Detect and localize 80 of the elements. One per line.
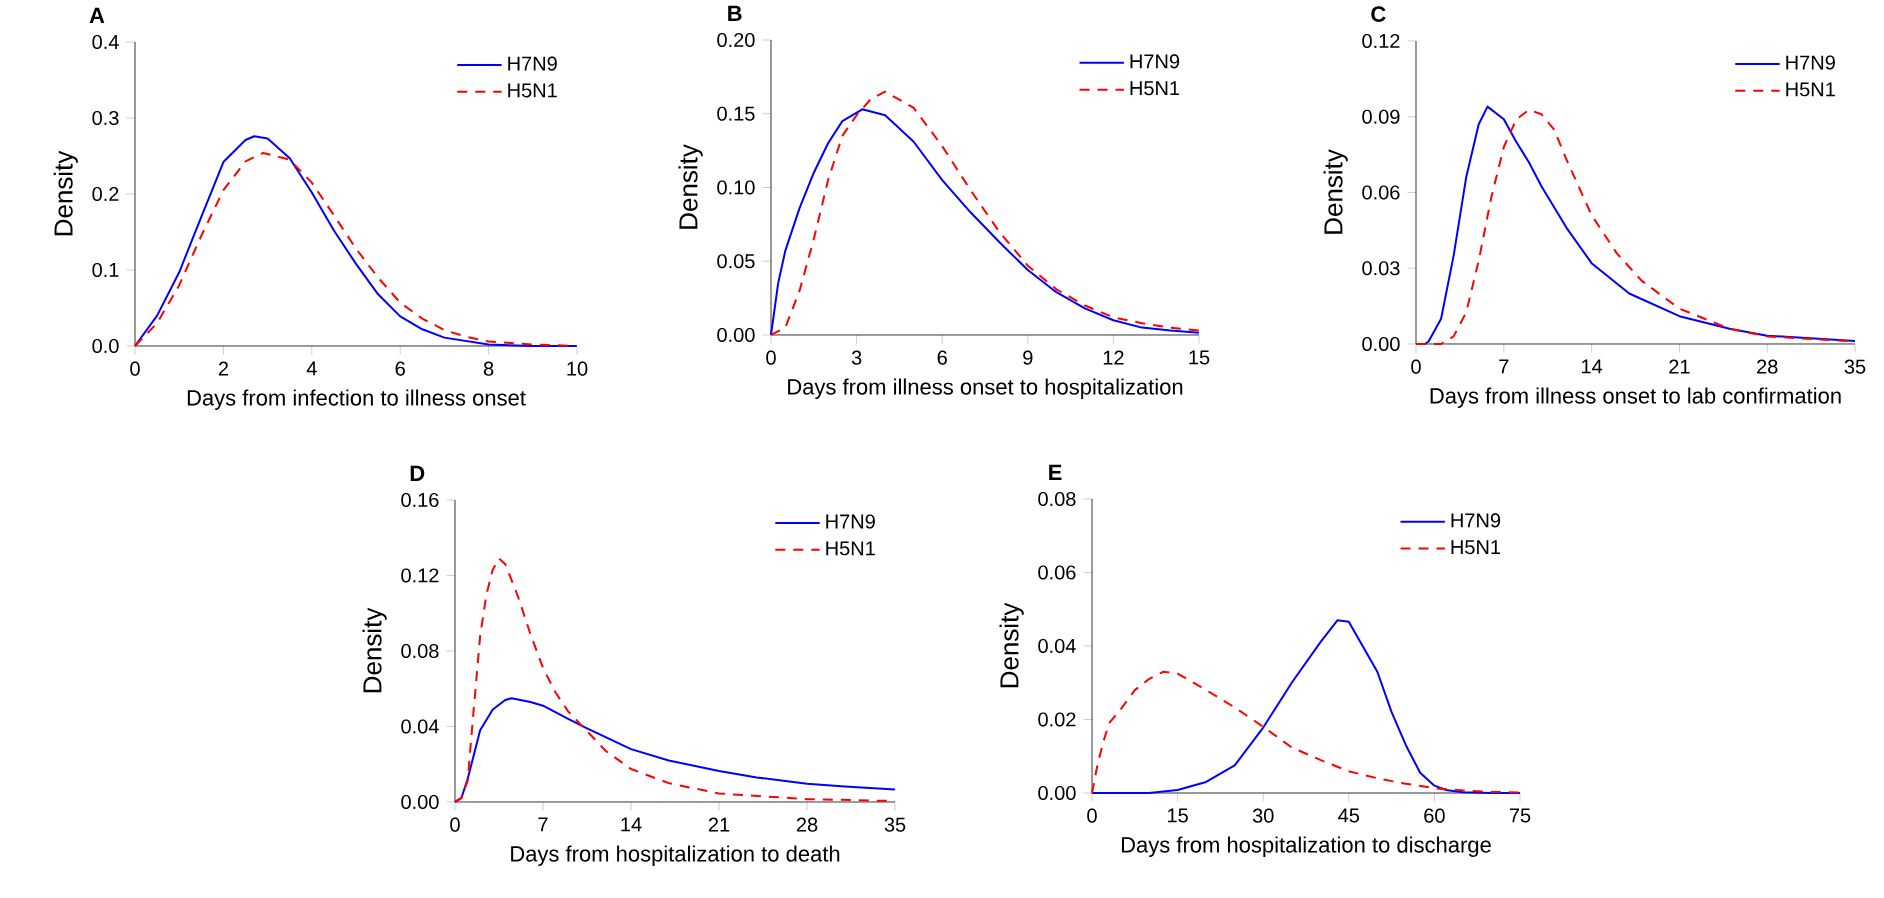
y-tick-label: 0.2: [92, 186, 119, 202]
y-tick-label: 0.4: [92, 34, 119, 50]
x-tick-label: 12: [1103, 350, 1124, 365]
x-axis-title: Days from hospitalization to death: [511, 845, 840, 866]
x-tick-label: 3: [851, 350, 862, 365]
x-tick-label: 35: [1844, 359, 1866, 374]
y-tick-label: 0.08: [1038, 491, 1076, 507]
y-axis-title: Density: [53, 150, 78, 236]
chart-title: D: [410, 465, 425, 481]
x-tick-label: 7: [538, 817, 548, 832]
y-tick-label: 0.15: [717, 106, 755, 121]
x-tick-label: 21: [708, 817, 730, 832]
y-axis-title: Density: [362, 607, 387, 693]
y-tick-label: 0.08: [401, 643, 439, 659]
x-tick-label: 14: [1582, 359, 1603, 374]
x-tick-label: 2: [218, 361, 228, 376]
y-tick-label: 0.02: [1038, 712, 1076, 727]
y-tick-label: 0.06: [1362, 185, 1400, 200]
x-tick-label: 4: [306, 361, 317, 376]
x-tick-label: 9: [1023, 350, 1033, 365]
x-tick-label: 10: [567, 361, 588, 376]
x-tick-label: 60: [1424, 808, 1445, 823]
y-tick-label: 0.10: [717, 180, 755, 195]
legend-label: H7N9: [1130, 54, 1180, 69]
y-tick-label: 0.00: [1362, 336, 1400, 352]
x-tick-label: 8: [483, 361, 494, 376]
chart-title: E: [1049, 464, 1062, 480]
y-tick-label: 0.05: [717, 254, 755, 269]
y-tick-label: 0.00: [717, 327, 755, 343]
x-tick-label: 75: [1509, 808, 1531, 823]
y-tick-label: 0.00: [401, 794, 439, 810]
x-tick-label: 0: [130, 361, 140, 376]
y-tick-label: 0.20: [717, 32, 755, 48]
x-tick-label: 0: [1411, 359, 1421, 374]
legend-label: H5N1: [1130, 81, 1180, 96]
x-tick-label: 15: [1189, 350, 1210, 365]
y-tick-label: 0.04: [1038, 638, 1076, 654]
y-tick-label: 0.12: [1362, 33, 1400, 49]
legend-label: H5N1: [1786, 82, 1835, 97]
x-tick-label: 0: [1087, 808, 1097, 823]
x-tick-label: 6: [395, 361, 405, 376]
x-tick-label: 14: [621, 817, 642, 832]
y-tick-label: 0.0: [92, 338, 119, 354]
x-tick-label: 30: [1252, 808, 1274, 823]
y-tick-label: 0.06: [1038, 565, 1076, 580]
legend-label: H5N1: [508, 83, 557, 98]
x-tick-label: 45: [1338, 808, 1360, 823]
x-tick-label: 35: [884, 817, 906, 832]
legend-label: H5N1: [826, 541, 875, 556]
legend-label: H7N9: [826, 514, 875, 529]
x-tick-label: 15: [1168, 808, 1188, 823]
chart-title: C: [1371, 6, 1386, 22]
legend-label: H7N9: [1786, 55, 1835, 70]
x-tick-label: 28: [1757, 359, 1778, 374]
y-tick-label: 0.00: [1038, 785, 1076, 801]
x-axis-title: Days from infection to illness onset: [187, 389, 526, 410]
y-axis-title: Density: [1323, 149, 1348, 234]
y-axis-title: Density: [678, 144, 703, 229]
x-axis-title: Days from hospitalization to discharge: [1121, 836, 1491, 857]
y-tick-label: 0.12: [401, 568, 439, 583]
y-axis-title: Density: [999, 602, 1024, 688]
y-tick-label: 0.03: [1362, 261, 1400, 276]
x-tick-label: 0: [450, 817, 460, 832]
y-tick-label: 0.3: [92, 110, 119, 126]
chart-title: A: [89, 7, 105, 23]
y-tick-label: 0.09: [1362, 109, 1400, 124]
x-tick-label: 28: [796, 817, 818, 832]
legend-label: H5N1: [1451, 540, 1501, 555]
x-tick-label: 0: [766, 350, 776, 365]
y-tick-label: 0.04: [401, 719, 439, 734]
legend-label: H7N9: [508, 56, 557, 71]
y-tick-label: 0.1: [92, 262, 119, 278]
x-tick-label: 21: [1669, 359, 1690, 374]
chart-title: B: [728, 5, 742, 21]
x-axis-title: Days from illness onset to hospitalization: [788, 378, 1183, 399]
x-tick-label: 6: [937, 350, 947, 365]
y-tick-label: 0.16: [401, 492, 439, 508]
x-tick-label: 7: [1499, 359, 1509, 374]
x-axis-title: Days from illness onset to lab confirmation: [1430, 387, 1841, 408]
legend-label: H7N9: [1451, 513, 1501, 528]
